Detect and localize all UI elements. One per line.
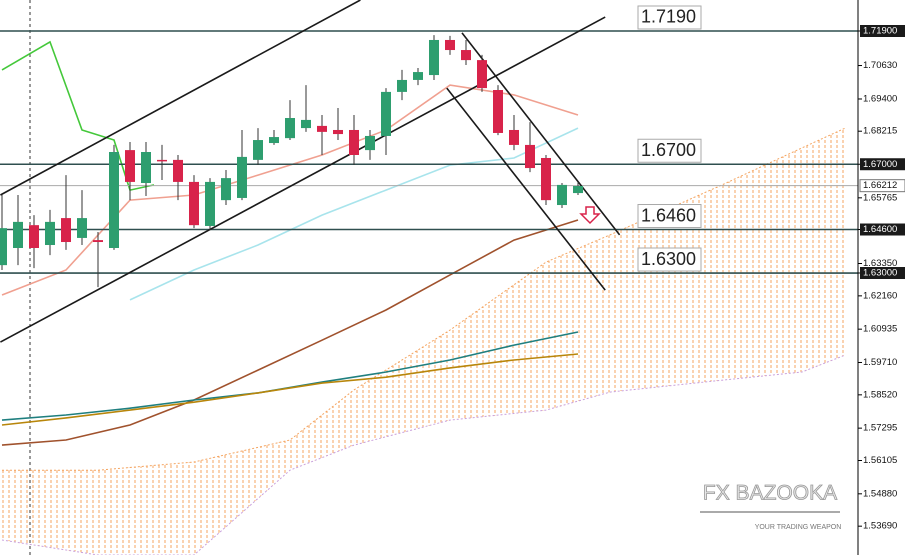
candle-body: [541, 157, 551, 201]
cloud-fill: [2, 128, 846, 555]
candle-body: [413, 72, 423, 80]
trendline: [446, 87, 606, 291]
candle-body: [109, 152, 119, 248]
candle-body: [557, 184, 567, 206]
candle-body: [13, 221, 23, 248]
y-tick-label: 1.60935: [863, 324, 897, 335]
candle-body: [493, 90, 503, 133]
candle-body: [269, 137, 279, 144]
plot-area: [0, 0, 858, 555]
y-tick-label: 1.54880: [863, 488, 897, 499]
y-tick-label: 1.65765: [863, 192, 897, 203]
candle-body: [381, 91, 391, 136]
candle-body: [189, 181, 199, 226]
y-tick-label: 1.62160: [863, 290, 897, 301]
sell-arrow: [579, 206, 601, 225]
candle-body: [573, 185, 583, 194]
y-tick-label: 1.63350: [863, 258, 897, 269]
level-label-box: [637, 138, 702, 163]
current-price-label: 1.66212: [863, 180, 897, 191]
candle-body: [477, 60, 487, 89]
y-tick-label: 1.68215: [863, 126, 897, 137]
candle-body: [77, 218, 87, 238]
y-tick-label: 1.57295: [863, 423, 897, 434]
logo-title: FX BAZOOKA: [703, 482, 837, 505]
candle-body: [429, 39, 439, 76]
cloud-upper: [2, 127, 846, 471]
candle-body: [445, 39, 455, 51]
candle-body: [221, 178, 231, 201]
cloud-lower: [1, 354, 846, 555]
candle-body: [205, 181, 215, 226]
y-tick-label: 1.70630: [863, 60, 897, 71]
y-tick-label: 1.67000: [863, 159, 897, 170]
level-label-box: [637, 204, 702, 229]
indicator-line: [1, 353, 579, 426]
trendline: [461, 32, 621, 236]
y-tick-label: 1.59710: [863, 357, 897, 368]
y-tick-label: 1.63000: [863, 268, 897, 279]
candle-body: [61, 218, 71, 243]
y-tick-label: 1.53690: [863, 521, 897, 532]
candle-body: [349, 129, 359, 155]
level-tag: [860, 223, 905, 236]
indicator-line: [1, 40, 155, 192]
level-label: 1.6700: [641, 140, 696, 160]
candle-body: [461, 50, 471, 61]
candle-body: [45, 221, 55, 246]
candle-body: [125, 150, 135, 182]
candle-body: [0, 228, 7, 266]
candle-body: [509, 129, 519, 145]
candle-body: [397, 79, 407, 92]
y-tick-label: 1.64600: [863, 224, 897, 235]
candle-body: [333, 129, 343, 135]
candle-body: [317, 125, 327, 132]
candle-body: [301, 119, 311, 129]
candle-body: [29, 225, 39, 248]
y-tick-label: 1.58520: [863, 389, 897, 400]
level-label: 1.6300: [641, 249, 696, 269]
candle-body: [525, 144, 535, 169]
level-label-box: [637, 247, 702, 272]
trendline: [0, 16, 606, 343]
level-tag: [860, 158, 905, 171]
y-tick-label: 1.71900: [863, 26, 897, 37]
level-label-box: [637, 5, 702, 30]
candle-body: [173, 159, 183, 182]
candle-body: [157, 159, 167, 162]
level-tag: [860, 267, 905, 280]
candle-body: [365, 135, 375, 151]
candle-body: [141, 152, 151, 184]
level-label: 1.7190: [641, 7, 696, 27]
logo-tagline: YOUR TRADING WEAPON: [755, 524, 842, 531]
indicator-line: [1, 219, 579, 446]
candle-body: [237, 156, 247, 198]
y-tick-label: 1.56105: [863, 455, 897, 466]
level-label: 1.6460: [641, 205, 696, 225]
current-price-tag: [859, 179, 905, 193]
level-tag: [860, 24, 905, 37]
y-tick-label: 1.69400: [863, 93, 897, 104]
trendline: [0, 0, 361, 196]
candle-body: [285, 118, 295, 139]
candle-body: [93, 240, 103, 243]
candle-body: [253, 140, 263, 160]
